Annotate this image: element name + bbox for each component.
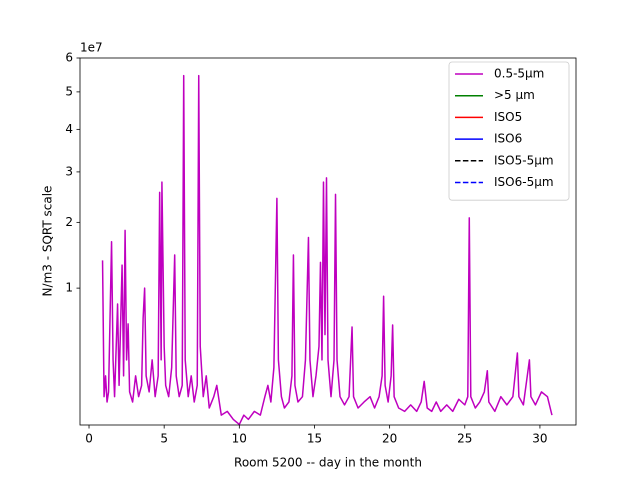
legend-label: ISO6-5µm (494, 175, 554, 189)
y-tick-label: 5 (65, 84, 73, 98)
legend-label: >5 µm (494, 88, 535, 102)
y-tick-label: 2 (65, 215, 73, 229)
x-tick-label: 10 (232, 432, 247, 446)
legend-label: 0.5-5µm (494, 67, 544, 81)
data-line (101, 74, 553, 425)
x-axis-label: Room 5200 -- day in the month (234, 456, 422, 470)
y-tick-label: 4 (65, 122, 73, 136)
x-tick-label: 30 (532, 432, 547, 446)
y-tick-label: 6 (65, 51, 73, 65)
y-tick-label: 1 (65, 281, 73, 295)
legend-box (448, 61, 570, 201)
legend-label: ISO6 (494, 132, 522, 146)
y-offset-label: 1e7 (80, 41, 103, 55)
plot-area (101, 74, 553, 425)
x-tick-label: 0 (85, 432, 93, 446)
y-tick-label: 3 (65, 164, 73, 178)
axes-frame (79, 57, 577, 426)
y-axis-label: N/m3 - SQRT scale (41, 186, 55, 297)
x-tick-label: 5 (160, 432, 168, 446)
x-tick-label: 20 (382, 432, 397, 446)
legend-label: ISO5 (494, 110, 522, 124)
x-tick-label: 25 (457, 432, 472, 446)
x-tick-label: 15 (307, 432, 322, 446)
legend-label: ISO5-5µm (494, 153, 554, 167)
